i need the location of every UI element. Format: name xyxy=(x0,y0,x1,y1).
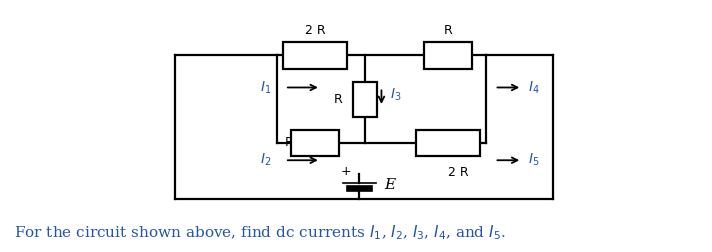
Text: 2 R: 2 R xyxy=(305,24,325,37)
Text: $I_4$: $I_4$ xyxy=(528,79,539,96)
Text: $I_1$: $I_1$ xyxy=(260,79,271,96)
Bar xyxy=(424,42,471,69)
Text: E: E xyxy=(384,177,395,192)
Bar xyxy=(283,42,347,69)
Bar xyxy=(352,82,377,117)
Bar xyxy=(291,130,339,156)
Text: 2 R: 2 R xyxy=(449,166,469,179)
Text: $I_5$: $I_5$ xyxy=(528,152,539,168)
Text: R: R xyxy=(284,136,293,149)
Text: For the circuit shown above, find dc currents $I_1$, $I_2$, $I_3$, $I_4$, and $I: For the circuit shown above, find dc cur… xyxy=(14,223,506,242)
Text: +: + xyxy=(340,165,351,178)
Bar xyxy=(416,130,480,156)
Text: R: R xyxy=(444,24,452,37)
Text: $I_3$: $I_3$ xyxy=(389,87,401,103)
Text: $I_2$: $I_2$ xyxy=(260,152,271,168)
Text: R: R xyxy=(334,93,343,106)
